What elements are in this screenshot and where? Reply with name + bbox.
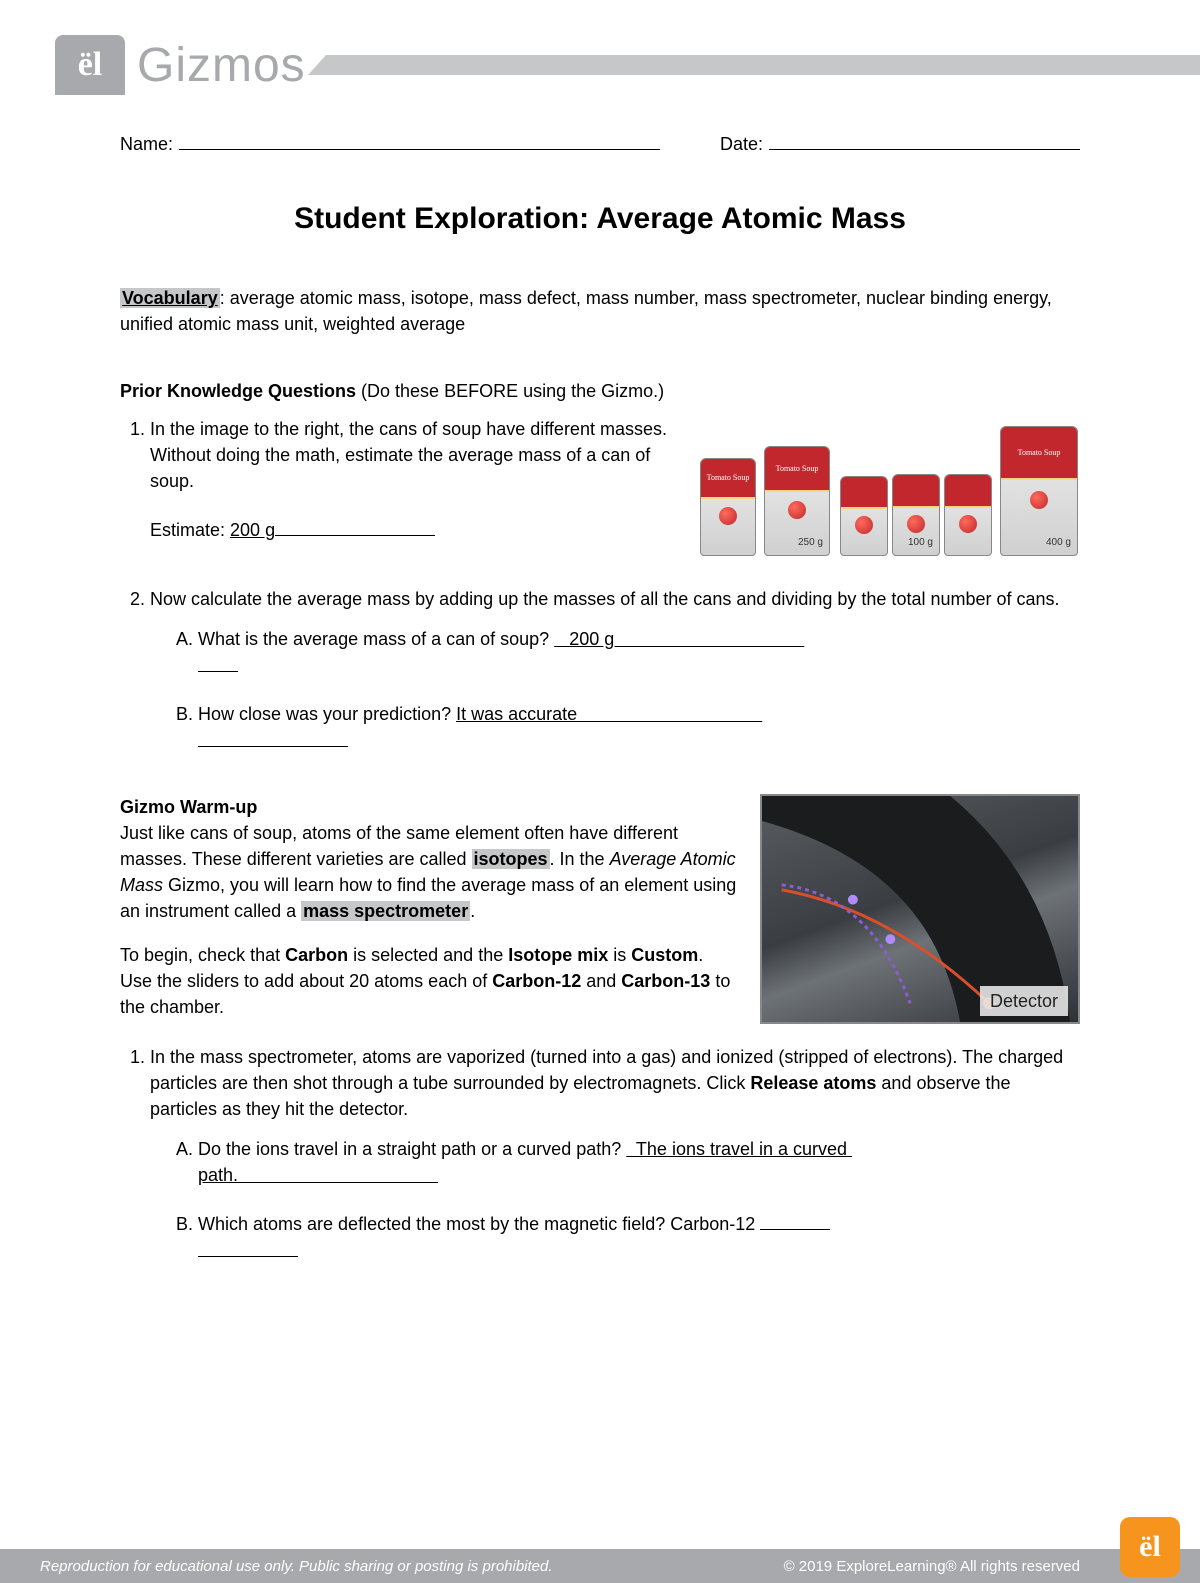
header-stripe <box>326 55 1200 75</box>
warmup-q1a: Do the ions travel in a straight path or… <box>198 1136 1080 1188</box>
isotopes-term: isotopes <box>472 849 550 869</box>
soup-cans-figure: Tomato SoupTomato Soup250 g 100 g Tomato S… <box>700 416 1080 556</box>
estimate-blank[interactable] <box>275 516 435 536</box>
carbon-bold: Carbon <box>285 945 348 965</box>
q2a-answer: 200 g <box>554 629 804 649</box>
name-input-line[interactable] <box>179 130 660 150</box>
name-date-row: Name: Date: <box>120 130 1080 157</box>
mass-spec-term: mass spectrometer <box>301 901 470 921</box>
footer-right: © 2019 ExploreLearning® All rights reser… <box>784 1558 1080 1575</box>
soup-can: 100 g <box>892 474 940 556</box>
prior-q2a: What is the average mass of a can of sou… <box>198 626 1080 679</box>
w2e: and <box>581 971 621 991</box>
soup-can: Tomato Soup250 g <box>764 446 830 556</box>
name-label: Name: <box>120 131 173 157</box>
warmup-p1: Just like cans of soup, atoms of the sam… <box>120 820 740 924</box>
q2a-extra-blank[interactable] <box>198 652 238 672</box>
estimate-label: Estimate: <box>150 520 230 540</box>
wq1b-blank2[interactable] <box>198 1237 298 1257</box>
q2b-label: How close was your prediction? <box>198 704 456 724</box>
detector-label: Detector <box>980 986 1068 1016</box>
q2b-answer: It was accurate <box>456 704 762 724</box>
estimate-answer: 200 g <box>230 520 275 540</box>
warmup-p1b: . In the <box>550 849 610 869</box>
soup-can: Tomato Soup <box>700 458 756 556</box>
brand-name: Gizmos <box>137 38 306 93</box>
date-label: Date: <box>720 131 763 157</box>
prior-q2: Now calculate the average mass by adding… <box>150 586 1080 754</box>
date-input-line[interactable] <box>769 130 1080 150</box>
soup-can <box>944 474 992 556</box>
custom-bold: Custom <box>631 945 698 965</box>
wq1b-label: Which atoms are deflected the most by th… <box>198 1214 760 1234</box>
wq1a-label: Do the ions travel in a straight path or… <box>198 1139 626 1159</box>
footer-bar: Reproduction for educational use only. P… <box>0 1549 1200 1583</box>
warmup-q1: In the mass spectrometer, atoms are vapo… <box>150 1044 1080 1264</box>
prior-q1: In the image to the right, the cans of s… <box>150 416 1080 556</box>
wq1a-answer2: path. <box>198 1165 438 1185</box>
warmup-p1d: . <box>470 901 475 921</box>
q2b-extra-blank[interactable] <box>198 727 348 747</box>
w2a: To begin, check that <box>120 945 285 965</box>
soup-can <box>840 476 888 556</box>
wq1b-blank[interactable] <box>760 1210 830 1230</box>
wq1a-answer: The ions travel in a curved <box>626 1139 852 1159</box>
spectrometer-figure: Detector <box>760 794 1080 1024</box>
footer-logo-icon: ël <box>1120 1517 1180 1577</box>
c13-bold: Carbon-13 <box>621 971 710 991</box>
prior-heading-line: Prior Knowledge Questions (Do these BEFO… <box>120 378 1080 404</box>
prior-heading: Prior Knowledge Questions <box>120 381 356 401</box>
warmup-q1b: Which atoms are deflected the most by th… <box>198 1210 1080 1264</box>
footer-left: Reproduction for educational use only. P… <box>40 1558 553 1575</box>
warmup-p2: To begin, check that Carbon is selected … <box>120 942 740 1020</box>
warmup-heading: Gizmo Warm-up <box>120 794 740 820</box>
page-title: Student Exploration: Average Atomic Mass <box>120 197 1080 241</box>
prior-q2-text: Now calculate the average mass by adding… <box>150 586 1080 612</box>
prior-note: (Do these BEFORE using the Gizmo.) <box>356 381 664 401</box>
logo-box: ël <box>55 35 125 95</box>
isomix-bold: Isotope mix <box>508 945 608 965</box>
soup-can: Tomato Soup400 g <box>1000 426 1078 556</box>
q2a-label: What is the average mass of a can of sou… <box>198 629 554 649</box>
logo-glyph-icon: ël <box>78 46 103 84</box>
vocab-label: Vocabulary <box>120 288 220 308</box>
header-bar: ël Gizmos <box>0 30 1200 100</box>
w2b: is selected and the <box>348 945 508 965</box>
warmup-q1-text: In the mass spectrometer, atoms are vapo… <box>150 1044 1080 1122</box>
w2c: is <box>608 945 631 965</box>
vocabulary-line: Vocabulary: average atomic mass, isotope… <box>120 285 1080 337</box>
prior-q2b: How close was your prediction? It was ac… <box>198 701 1080 754</box>
c12-bold: Carbon-12 <box>492 971 581 991</box>
release-bold: Release atoms <box>750 1073 876 1093</box>
vocab-text: : average atomic mass, isotope, mass def… <box>120 288 1052 334</box>
prior-q1-text: In the image to the right, the cans of s… <box>150 416 680 494</box>
